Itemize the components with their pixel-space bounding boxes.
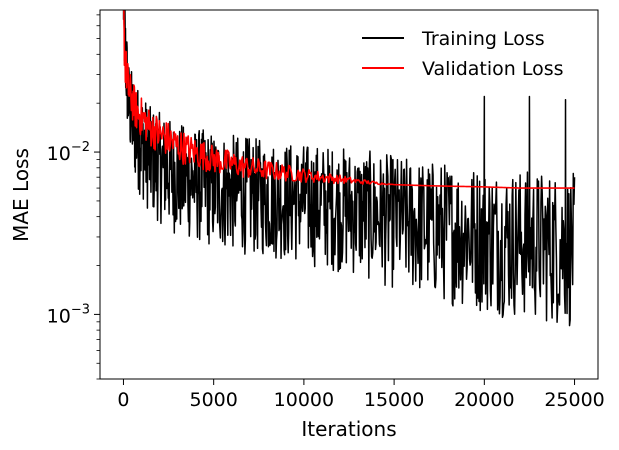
x-axis: 0 5000 10000 15000 20000 25000 bbox=[117, 379, 605, 411]
y-axis-label: MAE Loss bbox=[9, 148, 33, 242]
legend: Training Loss Validation Loss bbox=[362, 28, 564, 80]
y-tick-label: 10−1 bbox=[47, 0, 90, 3]
x-tick-label: 10000 bbox=[274, 389, 334, 411]
legend-label-training: Training Loss bbox=[421, 28, 545, 50]
y-axis: 10−3 10−2 10−1 bbox=[47, 0, 100, 380]
x-tick-label: 20000 bbox=[454, 389, 514, 411]
x-tick-label: 25000 bbox=[544, 389, 604, 411]
y-tick-label: 10−3 bbox=[47, 302, 90, 327]
x-tick-label: 5000 bbox=[189, 389, 237, 411]
plot-frame bbox=[99, 9, 599, 380]
x-tick-label: 0 bbox=[117, 389, 129, 411]
legend-label-validation: Validation Loss bbox=[422, 58, 564, 80]
x-tick-label: 15000 bbox=[364, 389, 424, 411]
series-validation-loss bbox=[123, 10, 575, 189]
y-tick-label: 10−2 bbox=[47, 140, 90, 165]
series-layer bbox=[122, 10, 576, 327]
x-axis-label: Iterations bbox=[301, 417, 396, 441]
